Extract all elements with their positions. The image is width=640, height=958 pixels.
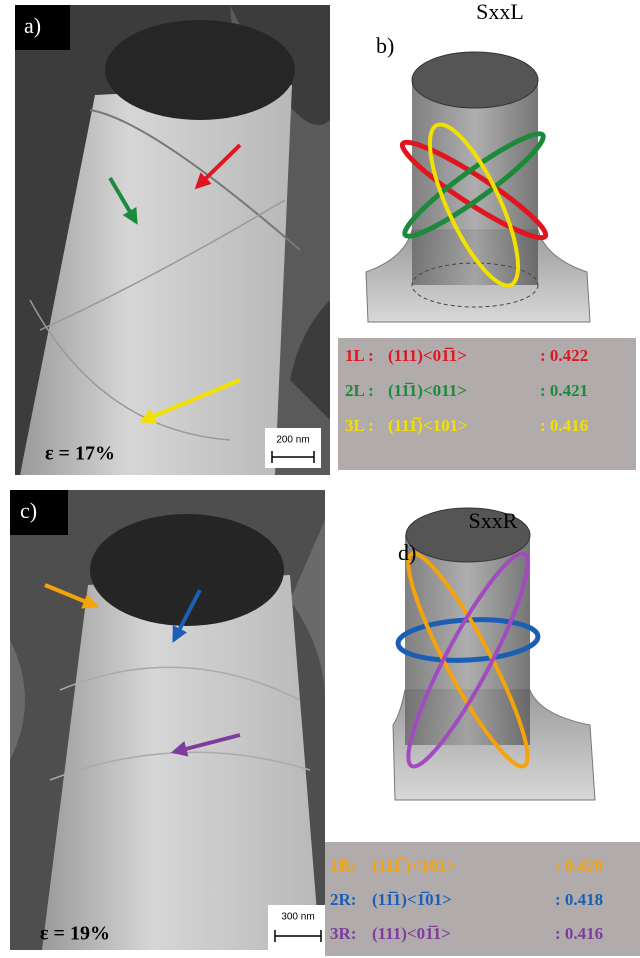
strain-label: ε = 17% [45, 443, 115, 465]
slip-name: 2L : [345, 381, 374, 400]
schmid-factor: : 0.420 [555, 856, 603, 875]
panel-label: c) [20, 498, 37, 523]
table-bg [338, 338, 636, 470]
schmid-factor: : 0.422 [540, 346, 588, 365]
slip-system: (111)<01̅1> [388, 346, 467, 365]
figure: a) ε = 17% 200 nm SxxL b) 1L : (111)<01̅1… [0, 0, 640, 958]
slip-name: 1R: [330, 856, 356, 875]
sem-image-a [15, 5, 330, 475]
scale-bar-label: 200 nm [276, 435, 309, 446]
diagram-title: SxxR [469, 508, 518, 533]
schmid-factor: : 0.416 [540, 416, 588, 435]
schmid-factor: : 0.418 [555, 890, 603, 909]
schmid-factor: : 0.416 [555, 924, 603, 943]
slip-system: (111)<01̅1> [372, 924, 451, 943]
scale-bar-label: 300 nm [281, 912, 314, 923]
sem-image-c [10, 490, 328, 950]
panel-label: b) [376, 33, 394, 58]
slip-name: 3L : [345, 416, 374, 435]
slip-system: (11̅1)<1̅01> [372, 890, 452, 909]
panel-label: a) [24, 13, 41, 38]
cylinder-diagram-d [392, 508, 595, 800]
slip-system: (111̅ )<101> [372, 856, 456, 875]
slip-name: 2R: [330, 890, 356, 909]
strain-label: ε = 19% [40, 923, 110, 945]
page: {"panels": [ {"label": "a)", "strain": "… [0, 0, 640, 958]
cylinder-diagram-b [366, 52, 590, 322]
schmid-factor: : 0.421 [540, 381, 588, 400]
panel-label: d) [398, 540, 416, 565]
slip-name: 3R: [330, 924, 356, 943]
slip-system: (111̅)<101> [388, 416, 468, 435]
slip-system: (11̅1)<011> [388, 381, 467, 400]
slip-name: 1L : [345, 346, 374, 365]
diagram-title: SxxL [476, 0, 524, 24]
